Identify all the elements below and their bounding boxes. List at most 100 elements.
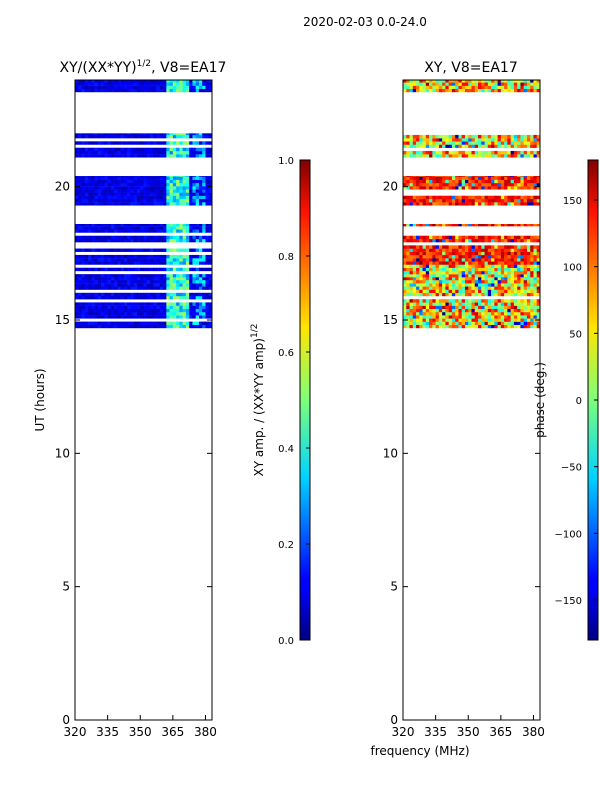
left-heatmap-cell xyxy=(202,321,206,325)
right-heatmap-cell xyxy=(422,154,427,158)
left-heatmap-cell xyxy=(195,261,200,265)
left-heatmap-cell xyxy=(101,179,105,184)
right-heatmap-cell xyxy=(497,292,502,297)
left-heatmap-cell xyxy=(153,202,157,206)
right-heatmap-cell xyxy=(416,154,420,158)
left-heatmap-cell xyxy=(94,292,99,297)
left-heatmap-cell xyxy=(88,229,92,233)
right-heatmap-cell xyxy=(507,80,511,83)
right-heatmap-cell xyxy=(487,85,492,89)
right-heatmap-cell xyxy=(464,292,469,297)
left-heatmap-cell xyxy=(110,195,115,200)
left-heatmap-cell xyxy=(146,296,151,300)
right-heatmap-cell xyxy=(513,150,518,155)
right-heatmap-cell xyxy=(497,270,502,275)
left-heatmap-cell xyxy=(133,224,138,227)
right-heatmap-cell xyxy=(517,186,521,190)
left-heatmap-cell xyxy=(166,267,170,272)
right-heatmap-cell xyxy=(526,80,531,83)
left-heatmap-cell xyxy=(205,154,210,158)
left-heatmap-cell xyxy=(208,80,212,83)
left-heatmap-cell xyxy=(117,274,121,278)
left-x-tick-label: 365 xyxy=(161,725,184,739)
left-heatmap-cell xyxy=(94,229,99,233)
right-heatmap-cell xyxy=(455,150,459,155)
left-heatmap-cell xyxy=(136,179,141,184)
left-heatmap-cell xyxy=(195,134,200,139)
left-heatmap-cell xyxy=(127,235,131,240)
left-heatmap-cell xyxy=(172,176,177,177)
left-heatmap-cell xyxy=(114,134,118,139)
left-heatmap-cell xyxy=(153,133,157,136)
right-heatmap-cell xyxy=(458,261,463,265)
right-heatmap-cell xyxy=(507,248,511,252)
left-heatmap-cell xyxy=(195,254,200,259)
left-heatmap-cell xyxy=(117,202,121,206)
left-heatmap-cell xyxy=(208,235,212,240)
right-heatmap-cell xyxy=(530,154,534,158)
left-heatmap-cell xyxy=(185,292,190,297)
right-heatmap-cell xyxy=(458,198,463,203)
right-heatmap-cell xyxy=(536,138,540,142)
right-heatmap-cell xyxy=(451,85,456,89)
right-heatmap-cell xyxy=(526,198,531,203)
right-heatmap-cell xyxy=(510,315,515,319)
left-heatmap-cell xyxy=(189,224,193,227)
right-heatmap-cell xyxy=(500,224,505,227)
left-heatmap-cell xyxy=(91,198,95,203)
right-heatmap-cell xyxy=(406,154,410,158)
left-heatmap-cell xyxy=(75,182,79,187)
right-heatmap-cell xyxy=(474,289,479,293)
right-heatmap-cell xyxy=(435,251,440,256)
left-heatmap-cell xyxy=(189,292,193,297)
right-heatmap-cell xyxy=(533,80,538,83)
right-heatmap-cell xyxy=(474,258,479,262)
right-heatmap-cell xyxy=(507,321,511,325)
right-heatmap-cell xyxy=(510,286,515,290)
right-heatmap-cell xyxy=(536,85,540,89)
right-heatmap-cell xyxy=(451,88,456,93)
left-heatmap-cell xyxy=(114,150,118,155)
left-heatmap-cell xyxy=(91,82,95,86)
right-heatmap-cell xyxy=(461,195,466,200)
right-heatmap-cell xyxy=(458,305,463,309)
right-heatmap-cell xyxy=(455,144,459,148)
left-heatmap-cell xyxy=(81,192,86,196)
left-heatmap-cell xyxy=(143,296,148,300)
left-heatmap-cell xyxy=(114,280,118,284)
left-heatmap-cell xyxy=(97,182,102,187)
right-heatmap-cell xyxy=(517,289,521,293)
right-heatmap-cell xyxy=(513,254,518,259)
right-heatmap-cell xyxy=(491,267,495,272)
right-heatmap-cell xyxy=(409,138,414,142)
right-heatmap-cell xyxy=(438,245,443,249)
left-heatmap-cell xyxy=(208,198,212,203)
left-heatmap-cell xyxy=(195,229,200,233)
left-heatmap-cell xyxy=(114,321,118,325)
right-heatmap-cell xyxy=(517,202,521,206)
left-heatmap-cell xyxy=(205,308,210,313)
right-heatmap-cell xyxy=(455,141,459,145)
left-heatmap-cell xyxy=(104,321,108,325)
left-heatmap-cell xyxy=(97,133,102,136)
right-heatmap-cell xyxy=(481,176,485,180)
left-heatmap-cell xyxy=(156,308,161,313)
left-heatmap-cell xyxy=(123,189,128,193)
right-heatmap-cell xyxy=(435,202,440,206)
left-heatmap-cell xyxy=(179,324,183,329)
left-heatmap-cell xyxy=(84,286,89,290)
right-heatmap-cell xyxy=(513,267,518,272)
left-heatmap-cell xyxy=(195,82,200,86)
right-heatmap-cell xyxy=(507,150,511,155)
left-heatmap-cell xyxy=(202,80,206,83)
right-heatmap-cell xyxy=(517,324,521,329)
right-heatmap-cell xyxy=(451,198,456,203)
left-heatmap-cell xyxy=(195,150,200,155)
left-heatmap-cell xyxy=(107,88,112,93)
right-x-tick-label: 320 xyxy=(392,725,415,739)
right-heatmap-cell xyxy=(464,186,469,190)
right-heatmap-cell xyxy=(432,299,436,303)
left-heatmap-cell xyxy=(104,182,108,187)
right-heatmap-cell xyxy=(468,308,472,313)
right-heatmap-cell xyxy=(451,141,456,145)
